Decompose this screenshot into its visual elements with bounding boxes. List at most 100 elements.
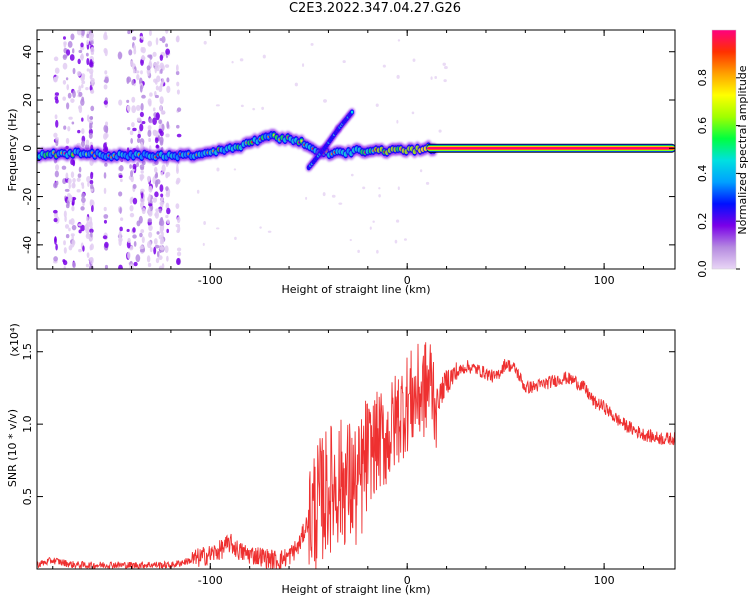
noise-blob [149,247,153,253]
noise-blob [127,237,131,244]
noise-blob [65,172,69,180]
noise-blob [166,228,170,234]
noise-blob [63,265,66,269]
noise-blob [175,70,180,76]
noise-blob [126,228,130,232]
noise-blob [86,57,90,66]
noise-blob [80,206,85,211]
noise-blob [233,168,237,171]
noise-blob [63,247,67,254]
noise-blob [90,231,93,238]
noise-blob [68,183,71,190]
noise-blob [139,111,144,118]
noise-blob [104,133,109,139]
noise-blob [259,226,262,229]
noise-blob [76,30,82,36]
noise-blob [176,229,180,234]
noise-blob [159,104,163,112]
noise-blob [442,62,446,66]
noise-blob [159,218,164,223]
noise-blob [89,116,94,120]
noise-blob [78,91,83,97]
noise-blob [88,119,93,123]
noise-blob [403,238,407,241]
noise-blob [141,94,146,99]
noise-blob [154,94,159,99]
noise-blob [159,62,165,69]
noise-blob [66,49,71,56]
noise-blob [164,64,170,68]
noise-blob [136,162,139,167]
noise-blob [63,42,67,48]
noise-blob [72,178,76,183]
noise-blob [103,214,109,219]
noise-blob [81,80,86,85]
noise-blob [153,238,158,245]
noise-blob [215,227,220,230]
colorbar-gradient [712,30,736,269]
noise-blob [91,204,94,213]
noise-blob [72,48,75,54]
noise-blob [71,224,77,231]
noise-blob [86,221,91,228]
noise-blob [176,124,180,129]
noise-blob [132,197,138,205]
noise-blob [155,257,160,264]
noise-blob [397,39,401,42]
noise-blob [202,242,205,246]
snr-series-line [37,342,675,569]
noise-blob [240,104,244,108]
y-tick-label: -40 [21,236,34,254]
noise-blob [71,197,75,206]
noise-blob [105,125,109,134]
noise-blob [103,206,107,212]
noise-blob [154,211,159,219]
noise-blob [70,233,75,237]
noise-blob [159,246,165,251]
noise-blob [176,257,181,266]
noise-blob [443,65,448,70]
noise-blob [215,104,220,107]
noise-blob [147,240,152,249]
noise-blob [120,178,123,183]
noise-blob [160,68,163,74]
noise-blob [77,58,81,65]
noise-blob [331,194,336,198]
noise-blob [148,185,153,193]
noise-blob [82,245,85,252]
noise-blob [139,85,143,93]
noise-blob [67,194,73,203]
noise-blob [147,207,151,215]
noise-blob [103,187,107,194]
noise-blob [71,239,76,246]
noise-blob [53,218,58,223]
noise-blob [395,219,400,223]
noise-blob [132,227,136,233]
noise-blob [434,75,438,79]
noise-blob [350,173,354,177]
noise-blob [63,210,67,218]
noise-blob [120,217,124,221]
noise-blob [105,34,108,40]
noise-blob [54,92,60,96]
noise-blob [165,133,170,138]
noise-blob [176,247,182,252]
noise-blob [103,47,108,54]
noise-blob [80,140,86,147]
noise-blob [89,221,93,228]
noise-blob [148,100,152,107]
noise-blob [80,53,84,61]
noise-blob [103,219,108,224]
noise-blob [62,79,67,85]
noise-blob [63,240,66,246]
noise-blob [438,129,442,133]
noise-blob [140,55,146,61]
noise-blob [139,176,144,181]
noise-blob [78,229,82,234]
noise-blob [135,70,140,74]
noise-blob [147,40,153,47]
noise-blob [70,98,75,103]
noise-blob [70,33,75,41]
noise-blob [90,46,95,55]
noise-blob [161,110,166,114]
